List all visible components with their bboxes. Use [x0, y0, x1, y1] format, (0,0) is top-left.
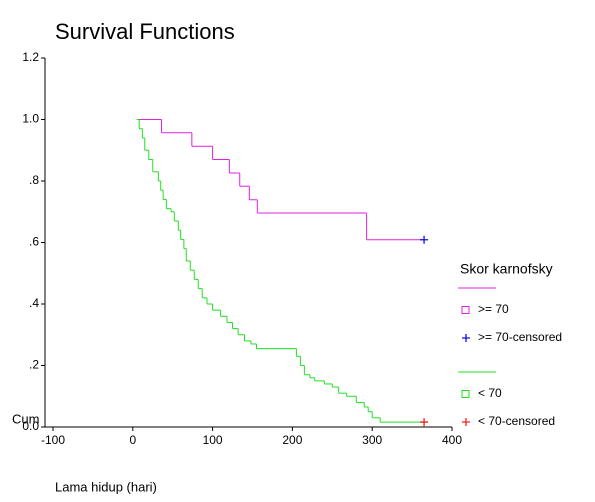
x-tick-label: 0 — [129, 433, 136, 447]
x-axis-label: Lama hidup (hari) — [55, 479, 157, 494]
y-tick-label: 1.0 — [22, 112, 39, 126]
x-tick-label: 200 — [282, 433, 302, 447]
y-tick-label: .8 — [29, 173, 39, 187]
y-tick-label: .2 — [29, 358, 39, 372]
legend-marker — [461, 390, 470, 398]
legend-label: < 70-censored — [478, 414, 555, 428]
legend-title: Skor karnofsky — [460, 261, 553, 277]
legend-marker — [462, 334, 470, 342]
legend-label: >= 70-censored — [478, 330, 562, 344]
y-axis-label: Cum — [12, 411, 39, 426]
censor-mark — [420, 418, 429, 427]
x-tick-label: 300 — [362, 433, 382, 447]
censor-mark — [420, 235, 429, 244]
y-tick-label: .6 — [29, 235, 39, 249]
y-tick-label: .4 — [29, 296, 39, 310]
x-tick-label: 400 — [442, 433, 462, 447]
y-tick-label: 1.2 — [22, 50, 39, 64]
y-tick-label: 0.0 — [22, 419, 39, 433]
legend-marker — [461, 306, 470, 314]
x-tick-label: -100 — [41, 433, 65, 447]
legend-marker — [462, 418, 470, 426]
chart-title: Survival Functions — [55, 19, 235, 44]
x-tick-label: 100 — [203, 433, 223, 447]
legend-label: >= 70 — [478, 302, 509, 316]
legend-label: < 70 — [478, 386, 502, 400]
